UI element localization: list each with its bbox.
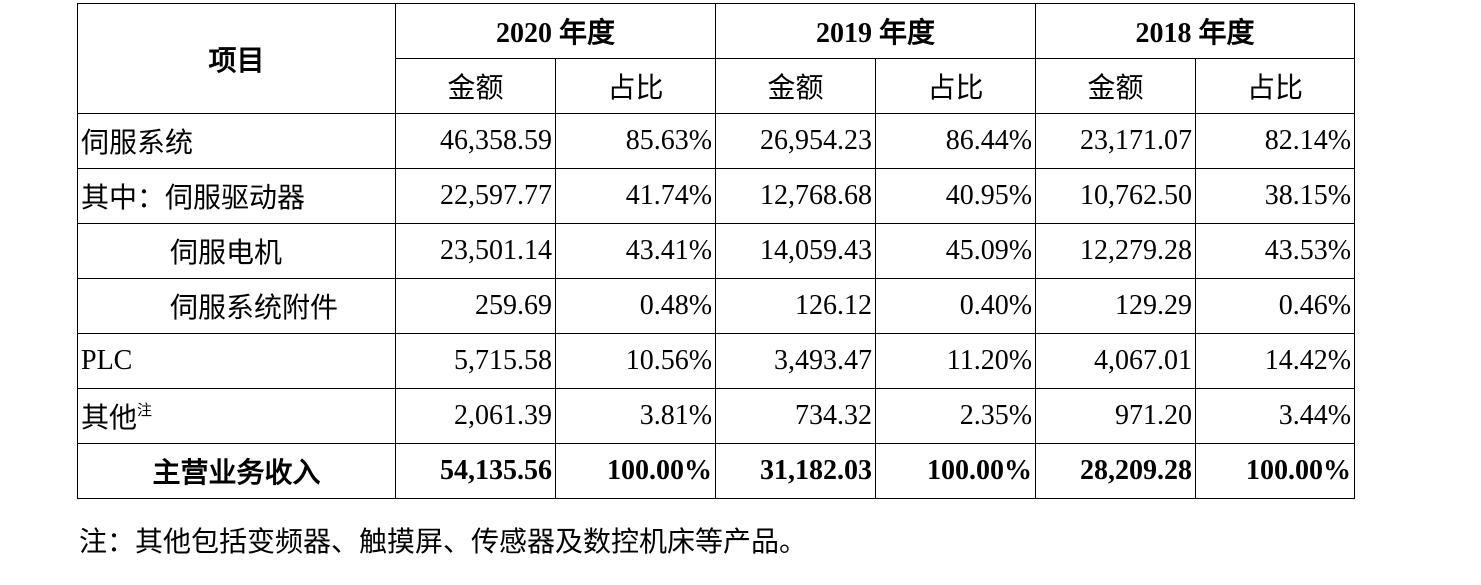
cell-ratio: 40.95% <box>875 168 1037 224</box>
table-row: 伺服电机 23,501.14 43.41% 14,059.43 45.09% 1… <box>77 223 1356 279</box>
table-row: 伺服系统 46,358.59 85.63% 26,954.23 86.44% 2… <box>77 113 1356 169</box>
header-amount: 金额 <box>395 58 556 114</box>
header-amount: 金额 <box>715 58 877 114</box>
row-label: 伺服电机 <box>77 223 396 279</box>
table-row: 其他注 2,061.39 3.81% 734.32 2.35% 971.20 3… <box>77 388 1356 444</box>
cell-ratio: 3.81% <box>554 388 717 444</box>
cell-amount: 26,954.23 <box>715 113 877 169</box>
cell-amount: 971.20 <box>1035 388 1197 444</box>
row-label: 其中：伺服驱动器 <box>77 168 396 224</box>
row-label: 伺服系统 <box>77 113 396 169</box>
cell-amount: 3,493.47 <box>715 333 877 389</box>
cell-ratio: 38.15% <box>1195 168 1356 224</box>
cell-ratio: 43.53% <box>1195 223 1356 279</box>
table-row: PLC 5,715.58 10.56% 3,493.47 11.20% 4,06… <box>77 333 1356 389</box>
cell-ratio: 85.63% <box>554 113 717 169</box>
cell-ratio: 0.46% <box>1195 278 1356 334</box>
header-year-2018: 2018 年度 <box>1035 3 1356 59</box>
footnote-marker: 注 <box>137 403 153 419</box>
cell-ratio: 14.42% <box>1195 333 1356 389</box>
cell-ratio: 86.44% <box>875 113 1037 169</box>
cell-amount: 12,279.28 <box>1035 223 1197 279</box>
cell-amount: 5,715.58 <box>395 333 556 389</box>
cell-amount: 2,061.39 <box>395 388 556 444</box>
cell-amount: 22,597.77 <box>395 168 556 224</box>
header-year-2019: 2019 年度 <box>715 3 1037 59</box>
cell-ratio: 45.09% <box>875 223 1037 279</box>
row-label: 主营业务收入 <box>77 443 396 499</box>
cell-amount: 54,135.56 <box>395 443 556 499</box>
cell-ratio: 3.44% <box>1195 388 1356 444</box>
table-row: 其中：伺服驱动器 22,597.77 41.74% 12,768.68 40.9… <box>77 168 1356 224</box>
cell-amount: 31,182.03 <box>715 443 877 499</box>
cell-amount: 129.29 <box>1035 278 1197 334</box>
cell-amount: 23,501.14 <box>395 223 556 279</box>
table-row-total: 主营业务收入 54,135.56 100.00% 31,182.03 100.0… <box>77 443 1356 499</box>
cell-ratio: 41.74% <box>554 168 717 224</box>
cell-amount: 23,171.07 <box>1035 113 1197 169</box>
cell-ratio: 0.40% <box>875 278 1037 334</box>
row-label: PLC <box>77 333 396 389</box>
cell-amount: 126.12 <box>715 278 877 334</box>
row-label: 其他 <box>81 403 138 434</box>
revenue-table: 项目 2020 年度 2019 年度 2018 年度 金额 占比 金额 占比 金… <box>77 3 1356 499</box>
cell-ratio: 11.20% <box>875 333 1037 389</box>
cell-amount: 28,209.28 <box>1035 443 1197 499</box>
cell-amount: 4,067.01 <box>1035 333 1197 389</box>
cell-amount: 14,059.43 <box>715 223 877 279</box>
row-label: 伺服系统附件 <box>77 278 396 334</box>
header-amount: 金额 <box>1035 58 1197 114</box>
cell-ratio: 10.56% <box>554 333 717 389</box>
cell-ratio: 100.00% <box>1195 443 1356 499</box>
header-row-years: 项目 2020 年度 2019 年度 2018 年度 <box>77 3 1356 114</box>
cell-ratio: 82.14% <box>1195 113 1356 169</box>
cell-amount: 46,358.59 <box>395 113 556 169</box>
table-footnote: 注：其他包括变频器、触摸屏、传感器及数控机床等产品。 <box>79 527 808 558</box>
cell-amount: 259.69 <box>395 278 556 334</box>
cell-amount: 12,768.68 <box>715 168 877 224</box>
header-year-2020: 2020 年度 <box>394 3 717 59</box>
header-ratio: 占比 <box>1195 58 1356 114</box>
cell-amount: 10,762.50 <box>1035 168 1197 224</box>
header-ratio: 占比 <box>875 58 1037 114</box>
header-item: 项目 <box>77 3 396 114</box>
header-ratio: 占比 <box>554 58 717 114</box>
cell-amount: 734.32 <box>715 388 877 444</box>
row-label-cell: 其他注 <box>77 388 396 444</box>
table-row: 伺服系统附件 259.69 0.48% 126.12 0.40% 129.29 … <box>77 278 1356 334</box>
cell-ratio: 2.35% <box>875 388 1037 444</box>
cell-ratio: 43.41% <box>554 223 717 279</box>
cell-ratio: 0.48% <box>554 278 717 334</box>
cell-ratio: 100.00% <box>554 443 717 499</box>
cell-ratio: 100.00% <box>875 443 1037 499</box>
